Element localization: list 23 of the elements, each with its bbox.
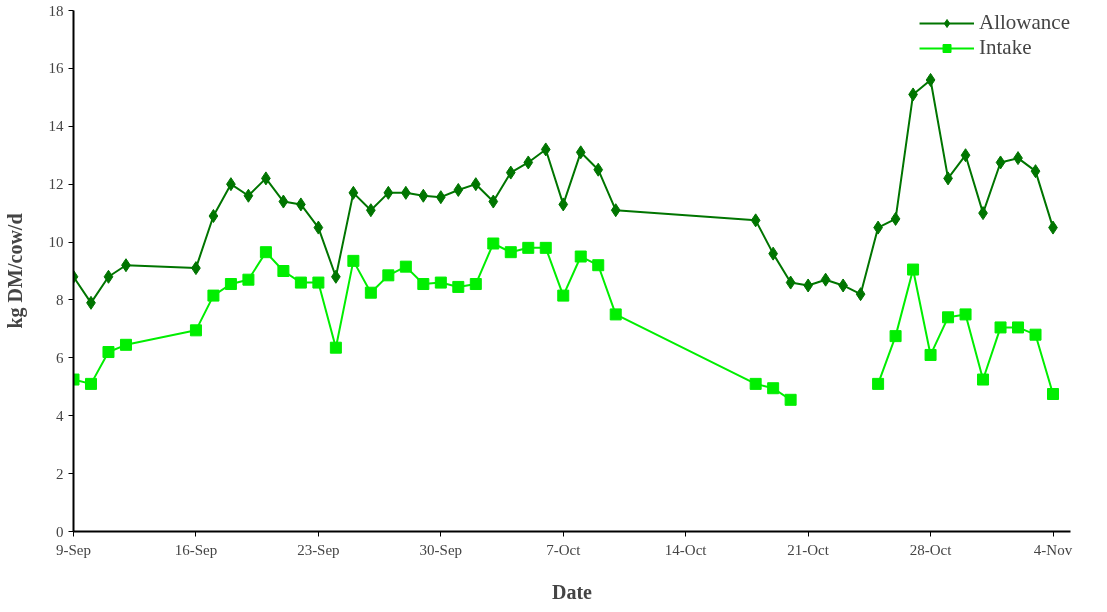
x-axis-title: Date [552,580,593,603]
y-axis-title: kg DM/cow/d [3,213,27,329]
y-tick-label: 10 [48,234,64,251]
y-tick-label: 2 [56,465,64,482]
y-tick-label: 16 [48,60,64,77]
y-tick-label: 6 [56,349,64,366]
x-tick-label: 16-Sep [174,541,218,558]
y-tick-label: 18 [48,2,64,19]
y-tick-label: 0 [56,523,64,540]
y-tick-label: 8 [56,291,64,308]
y-tick-label: 4 [56,407,64,424]
x-tick-label: 7-Oct [546,541,582,558]
x-tick-label: 28-Oct [909,541,953,558]
x-tick-label: 21-Oct [787,541,830,558]
x-tick-label: 9-Sep [56,541,91,558]
x-tick-label: 23-Sep [297,541,340,558]
x-tick-label: 14-Oct [664,541,708,558]
legend-label: Intake [979,35,1032,60]
y-tick-label: 14 [48,118,64,135]
legend-label: Allowance [979,10,1070,35]
x-tick-label: 30-Sep [419,541,463,558]
x-tick-label: 4-Nov [1033,541,1073,558]
y-tick-label: 12 [48,176,64,193]
